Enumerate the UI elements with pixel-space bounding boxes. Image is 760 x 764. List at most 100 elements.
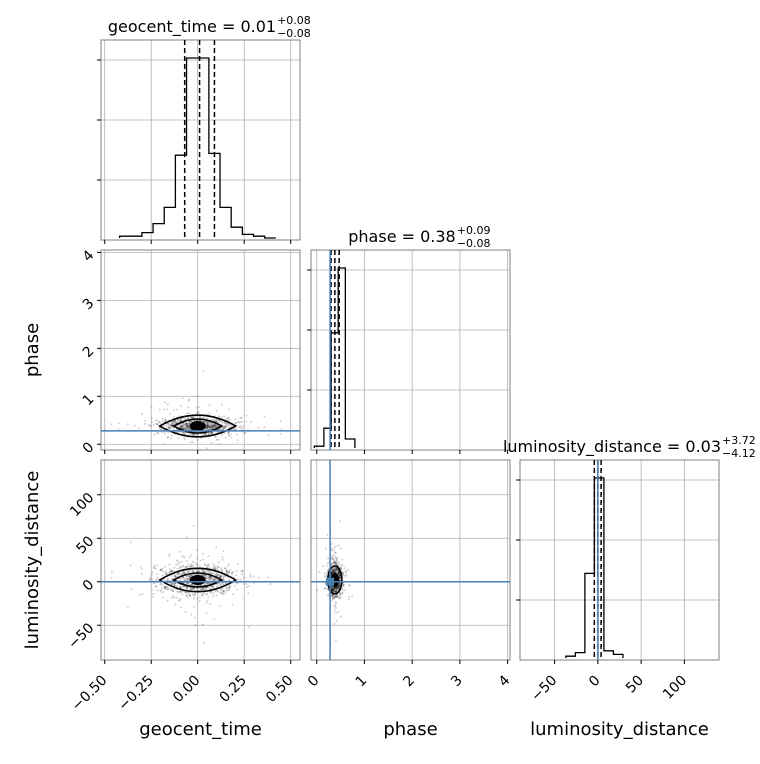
sample-point — [161, 596, 164, 599]
sample-point — [207, 578, 210, 581]
sample-point — [334, 570, 337, 573]
sample-point — [179, 590, 182, 593]
sample-point — [333, 551, 336, 554]
sample-point — [173, 584, 176, 587]
sample-point — [333, 609, 336, 612]
sample-point — [210, 425, 213, 428]
sample-point — [323, 575, 326, 578]
sample-point — [174, 422, 177, 425]
sample-point — [182, 424, 185, 427]
sample-point — [175, 563, 178, 566]
sample-point — [213, 423, 216, 426]
sample-point — [208, 421, 211, 424]
sample-point — [347, 598, 350, 601]
sample-point — [331, 572, 334, 575]
sample-point — [334, 555, 337, 558]
sample-point — [208, 578, 211, 581]
sample-point — [337, 584, 340, 587]
sample-point — [156, 423, 159, 426]
sample-point — [332, 570, 335, 573]
sample-point — [336, 586, 339, 589]
sample-point — [334, 561, 337, 564]
sample-point — [201, 573, 204, 576]
panel-geocent-time-vs-luminosity-distance-contour — [172, 572, 224, 588]
sample-point — [205, 432, 208, 435]
sample-point — [158, 420, 161, 423]
sample-point — [235, 574, 238, 577]
sample-point — [191, 564, 194, 567]
title-lower-error: −0.08 — [277, 27, 311, 40]
sample-point — [332, 558, 335, 561]
sample-point — [217, 569, 220, 572]
sample-point — [156, 423, 159, 426]
sample-point — [212, 424, 215, 427]
sample-point — [336, 568, 339, 571]
sample-point — [330, 587, 333, 590]
sample-point — [330, 549, 333, 552]
sample-point — [215, 424, 218, 427]
sample-point — [191, 593, 194, 596]
sample-point — [168, 423, 171, 426]
sample-point — [348, 584, 351, 587]
sample-point — [170, 574, 173, 577]
sample-point — [200, 584, 203, 587]
sample-point — [222, 426, 225, 429]
sample-point — [179, 589, 182, 592]
sample-point — [185, 565, 188, 568]
sample-point — [209, 577, 212, 580]
sample-point — [160, 589, 163, 592]
sample-point — [338, 574, 341, 577]
sample-point — [191, 583, 194, 586]
sample-point — [188, 594, 191, 597]
sample-point — [226, 572, 229, 575]
sample-point — [207, 555, 210, 558]
sample-point — [187, 582, 190, 585]
sample-point — [179, 419, 182, 422]
sample-point — [179, 577, 182, 580]
sample-point — [249, 576, 252, 579]
sample-point — [333, 570, 336, 573]
sample-point — [334, 551, 337, 554]
sample-point — [333, 604, 336, 607]
sample-point — [213, 423, 216, 426]
sample-point — [205, 576, 208, 579]
sample-point — [241, 420, 244, 423]
sample-point — [162, 578, 165, 581]
sample-point — [220, 575, 223, 578]
sample-point — [211, 423, 214, 426]
sample-point — [337, 586, 340, 589]
x-tick-label: 50 — [623, 673, 647, 697]
sample-point — [194, 584, 197, 587]
sample-point — [174, 576, 177, 579]
sample-point — [186, 559, 189, 562]
sample-point — [208, 421, 211, 424]
sample-point — [207, 596, 210, 599]
sample-point — [223, 575, 226, 578]
sample-point — [247, 592, 250, 595]
sample-point — [188, 575, 191, 578]
sample-point — [186, 427, 189, 430]
sample-point — [185, 424, 188, 427]
sample-point — [333, 569, 336, 572]
sample-point — [168, 426, 171, 429]
sample-point — [335, 590, 338, 593]
sample-point — [223, 426, 226, 429]
title-upper-error: +3.72 — [722, 434, 756, 447]
sample-point — [335, 562, 338, 565]
sample-point — [207, 426, 210, 429]
sample-point — [201, 420, 204, 423]
sample-point — [180, 425, 183, 428]
sample-point — [110, 576, 113, 579]
sample-point — [185, 428, 188, 431]
sample-point — [176, 452, 178, 454]
sample-point — [333, 622, 336, 625]
sample-point — [203, 420, 206, 423]
sample-point — [212, 425, 215, 428]
sample-point — [180, 426, 183, 429]
sample-point — [205, 413, 208, 416]
sample-point — [227, 570, 230, 573]
sample-point — [58, 419, 60, 421]
sample-point — [218, 575, 221, 578]
sample-point — [169, 437, 172, 440]
sample-point — [156, 576, 159, 579]
